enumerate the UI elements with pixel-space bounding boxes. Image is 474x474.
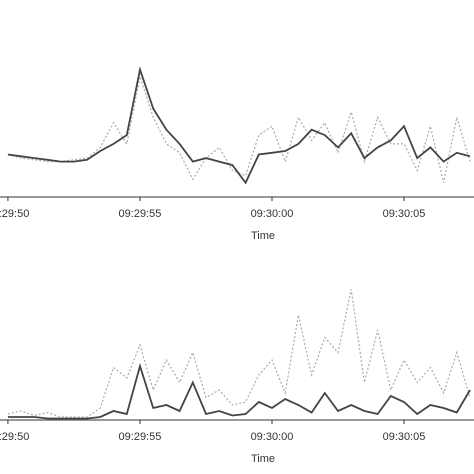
x-tick-label: 09:29:50 [0,431,29,443]
data-line [7,66,471,185]
x-axis-label: Time [251,230,275,242]
x-tick-label: 09:30:00 [251,431,294,443]
data-line [7,289,471,418]
data-line [7,362,471,420]
x-tick-label: 09:30:00 [251,208,294,220]
x-tick-label: 09:29:55 [119,431,162,443]
x-tick-label: 09:30:05 [383,208,426,220]
x-axis-label: Time [251,453,275,465]
x-tick-label: 09:29:55 [119,208,162,220]
x-tick-label: 09:30:05 [383,431,426,443]
x-tick-label: 09:29:50 [0,208,29,220]
